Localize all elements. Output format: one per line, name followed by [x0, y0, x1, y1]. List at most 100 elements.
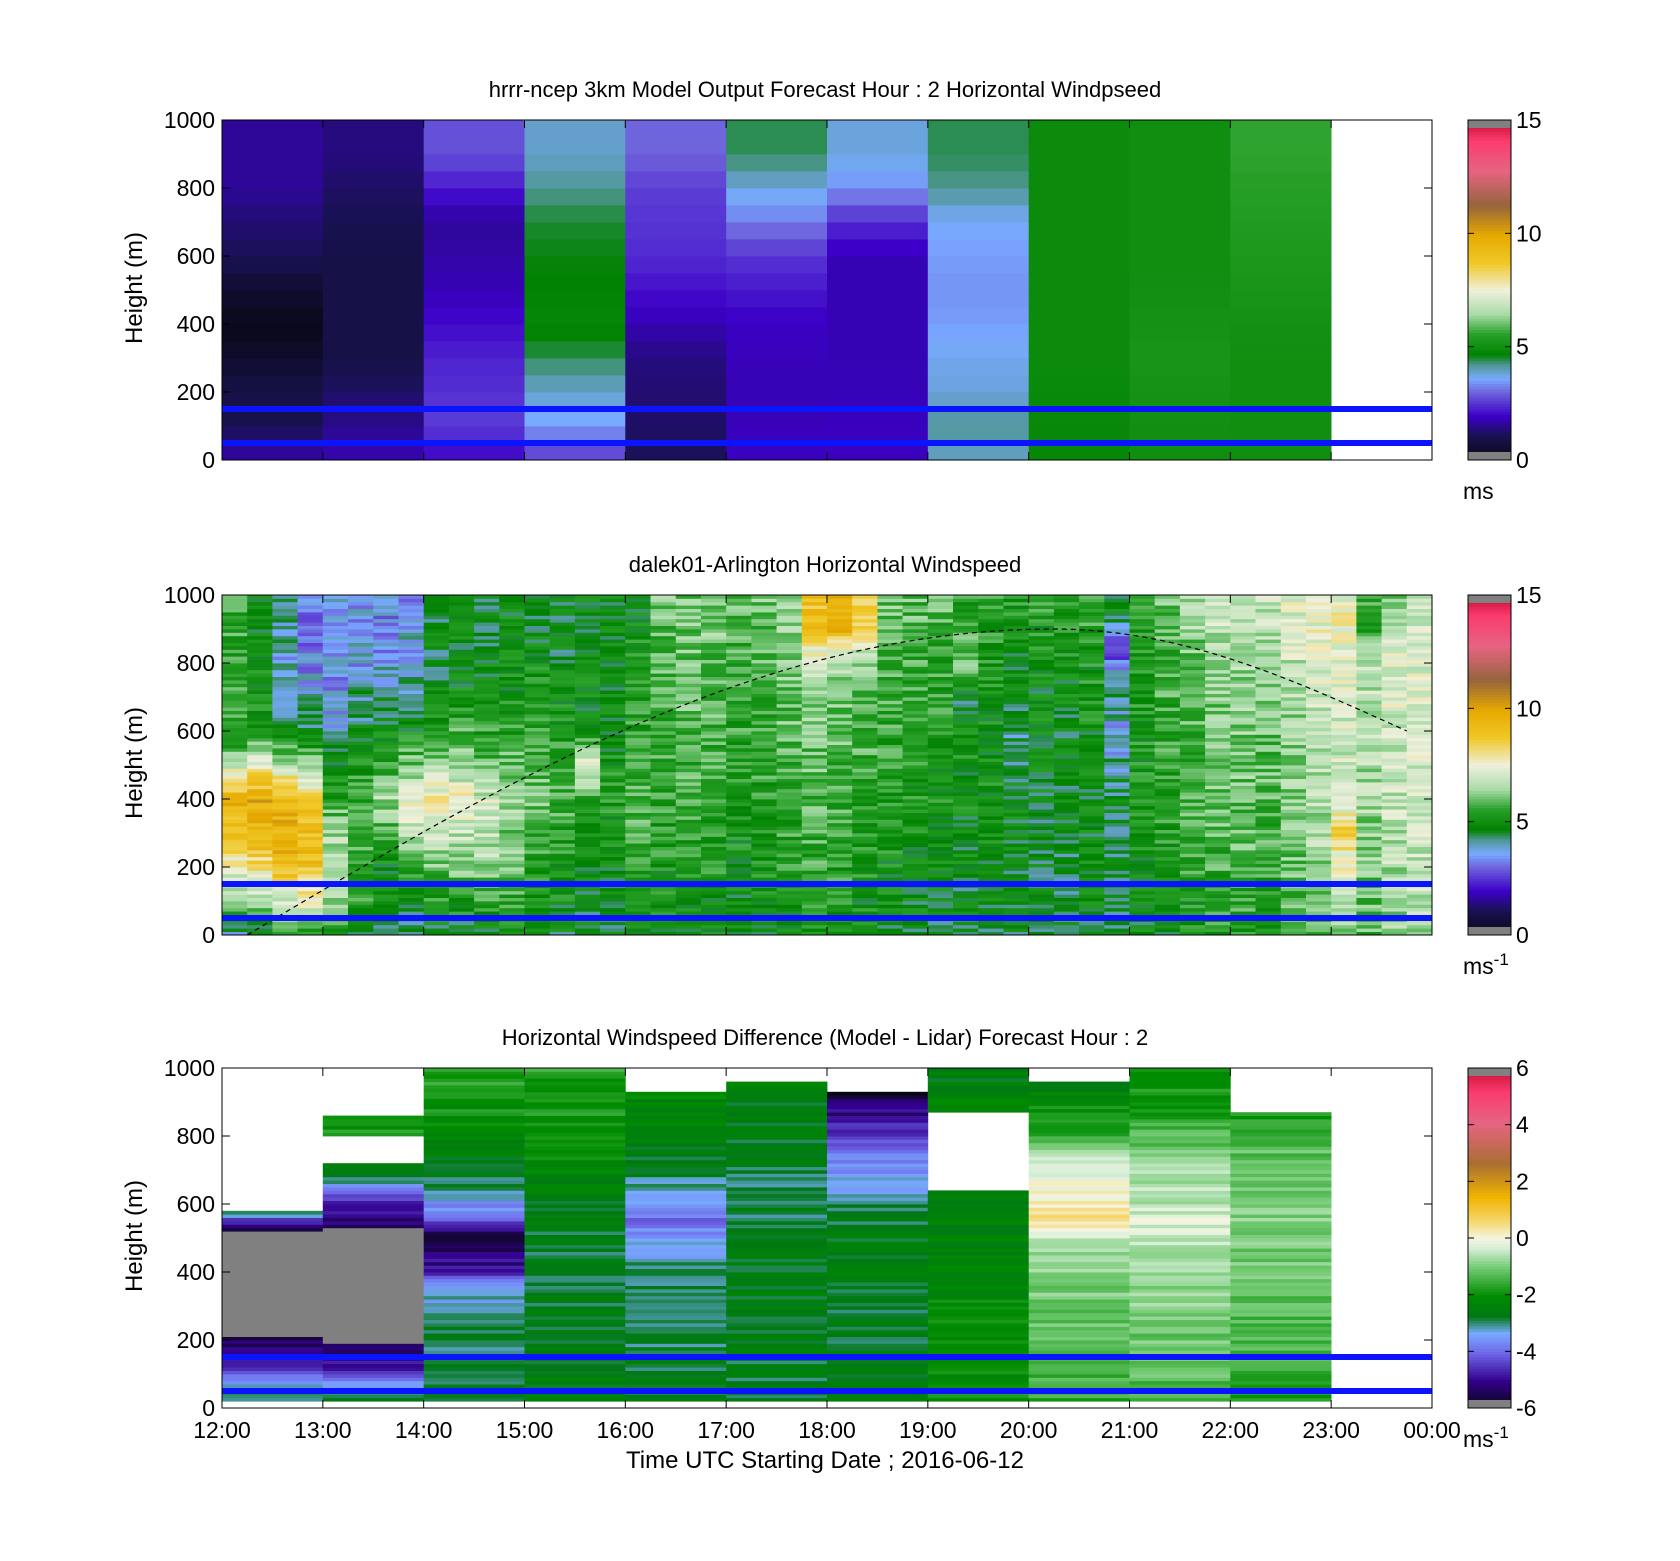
heatmap-cell	[902, 683, 929, 688]
heatmap-cell	[499, 710, 525, 715]
heatmap-cell	[373, 928, 399, 932]
heatmap-cell	[1306, 901, 1332, 905]
heatmap-cell	[625, 737, 651, 742]
heatmap-cell	[1104, 839, 1130, 844]
heatmap-cell	[827, 761, 853, 766]
heatmap-cell	[827, 731, 853, 735]
heatmap-cell	[222, 839, 248, 844]
heatmap-cell	[398, 887, 425, 892]
heatmap-cell	[776, 792, 803, 796]
heatmap-cell	[927, 324, 1029, 342]
heatmap-cell	[978, 860, 1004, 864]
heatmap-cell	[852, 666, 878, 671]
heatmap-cell	[726, 673, 752, 677]
heatmap-cell	[423, 836, 450, 841]
heatmap-cell	[801, 697, 828, 701]
heatmap-cell	[1028, 659, 1055, 664]
heatmap-cell	[751, 615, 777, 620]
heatmap-cell	[801, 877, 828, 881]
heatmap-cell	[272, 741, 298, 745]
heatmap-cell	[222, 700, 248, 705]
heatmap-cell	[348, 802, 374, 807]
heatmap-cell	[1356, 737, 1382, 742]
heatmap-cell	[1129, 931, 1156, 936]
heatmap-cell	[1255, 775, 1282, 779]
heatmap-cell	[927, 795, 954, 800]
heatmap-cell	[1356, 686, 1382, 691]
heatmap-cell	[650, 911, 677, 915]
heatmap-cell	[549, 924, 576, 929]
heatmap-cell	[574, 703, 601, 708]
heatmap-cell	[701, 693, 727, 698]
heatmap-cell	[373, 850, 399, 854]
heatmap-cell	[650, 887, 677, 892]
heatmap-cell	[222, 802, 248, 807]
heatmap-cell	[600, 618, 626, 623]
heatmap-cell	[625, 867, 651, 871]
heatmap-cell	[1179, 788, 1206, 793]
heatmap-cell	[322, 778, 349, 783]
heatmap-cell	[953, 775, 979, 779]
heatmap-cell	[675, 863, 702, 868]
heatmap-cell	[927, 612, 954, 616]
heatmap-cell	[1028, 700, 1055, 705]
heatmap-cell	[675, 683, 702, 688]
heatmap-cell	[1129, 686, 1156, 691]
heatmap-cell	[373, 639, 399, 643]
heatmap-cell	[600, 850, 626, 854]
heatmap-cell	[953, 795, 979, 800]
colorbar-segment	[1468, 315, 1511, 319]
heatmap-cell	[902, 819, 929, 824]
heatmap-cell	[953, 680, 979, 684]
heatmap-cell	[1306, 663, 1332, 667]
heatmap-cell	[625, 625, 651, 630]
heatmap-cell	[1205, 731, 1231, 735]
heatmap-cell	[675, 598, 702, 603]
heatmap-cell	[1154, 775, 1181, 779]
heatmap-cell	[272, 659, 298, 664]
heatmap-cell	[524, 632, 551, 637]
heatmap-cell	[247, 693, 273, 698]
heatmap-cell	[927, 290, 1029, 308]
heatmap-cell	[1129, 154, 1231, 172]
heatmap-cell	[322, 805, 349, 810]
heatmap-cell	[549, 734, 576, 739]
heatmap-cell	[373, 788, 399, 793]
heatmap-cell	[776, 907, 803, 912]
heatmap-cell	[247, 836, 273, 841]
heatmap-cell	[1205, 877, 1231, 881]
heatmap-cell	[222, 758, 248, 762]
heatmap-cell	[222, 890, 248, 895]
heatmap-cell	[852, 765, 878, 769]
heatmap-cell	[1205, 792, 1231, 796]
heatmap-cell	[373, 707, 399, 711]
heatmap-cell	[222, 595, 248, 599]
heatmap-cell	[1154, 629, 1181, 633]
heatmap-cell	[574, 802, 601, 807]
heatmap-cell	[1104, 897, 1130, 902]
heatmap-cell	[927, 646, 954, 650]
heatmap-cell	[574, 873, 601, 878]
heatmap-cell	[322, 904, 349, 909]
heatmap-cell	[1205, 605, 1231, 609]
heatmap-cell	[1255, 921, 1282, 926]
heatmap-cell	[1230, 622, 1256, 626]
heatmap-cell	[1179, 741, 1206, 745]
heatmap-cell	[348, 686, 374, 691]
heatmap-cell	[297, 897, 324, 902]
heatmap-cell	[1230, 663, 1256, 667]
heatmap-cell	[1306, 778, 1332, 783]
heatmap-cell	[222, 341, 324, 359]
heatmap-cell	[247, 812, 273, 817]
heatmap-cell	[423, 690, 450, 694]
heatmap-cell	[852, 863, 878, 868]
heatmap-cell	[1331, 656, 1357, 660]
heatmap-cell	[499, 673, 525, 677]
heatmap-cell	[1306, 720, 1332, 725]
heatmap-cell	[953, 782, 979, 786]
heatmap-cell	[499, 863, 525, 868]
heatmap-cell	[751, 809, 777, 813]
heatmap-cell	[423, 775, 450, 779]
heatmap-cell	[751, 751, 777, 756]
